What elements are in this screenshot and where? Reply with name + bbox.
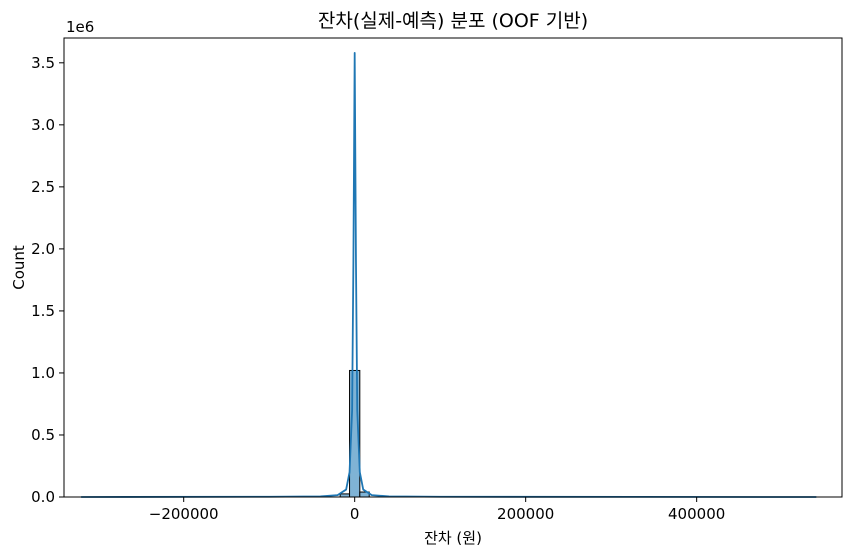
y-tick-label-0: 0.0 bbox=[31, 488, 55, 506]
y-tick-label-2: 1.0 bbox=[31, 364, 55, 382]
axes-frame bbox=[63, 37, 843, 498]
chart-title: 잔차(실제-예측) 분포 (OOF 기반) bbox=[318, 10, 588, 32]
x-tick-label-3: 400000 bbox=[668, 505, 725, 523]
x-tick-label-0: −200000 bbox=[149, 505, 219, 523]
x-axis-label: 잔차 (원) bbox=[424, 529, 482, 547]
kde-line bbox=[81, 51, 817, 498]
y-tick-label-7: 3.5 bbox=[31, 54, 55, 72]
y-tick-label-4: 2.0 bbox=[31, 240, 55, 258]
y-tick-label-3: 1.5 bbox=[31, 302, 55, 320]
y-axis-label: Count bbox=[10, 245, 28, 290]
kde-layer bbox=[81, 51, 817, 498]
x-tick-label-1: 0 bbox=[350, 505, 360, 523]
y-tick-label-6: 3.0 bbox=[31, 116, 55, 134]
y-tick-label-1: 0.5 bbox=[31, 426, 55, 444]
y-axis-offset-label: 1e6 bbox=[66, 18, 94, 36]
plot-area bbox=[339, 369, 370, 498]
axes: −200000 0 200000 400000 0.0 0.5 1.0 1.5 2.0 2.5 3.… bbox=[31, 37, 843, 523]
y-tick-label-5: 2.5 bbox=[31, 178, 55, 196]
x-tick-label-2: 200000 bbox=[497, 505, 554, 523]
